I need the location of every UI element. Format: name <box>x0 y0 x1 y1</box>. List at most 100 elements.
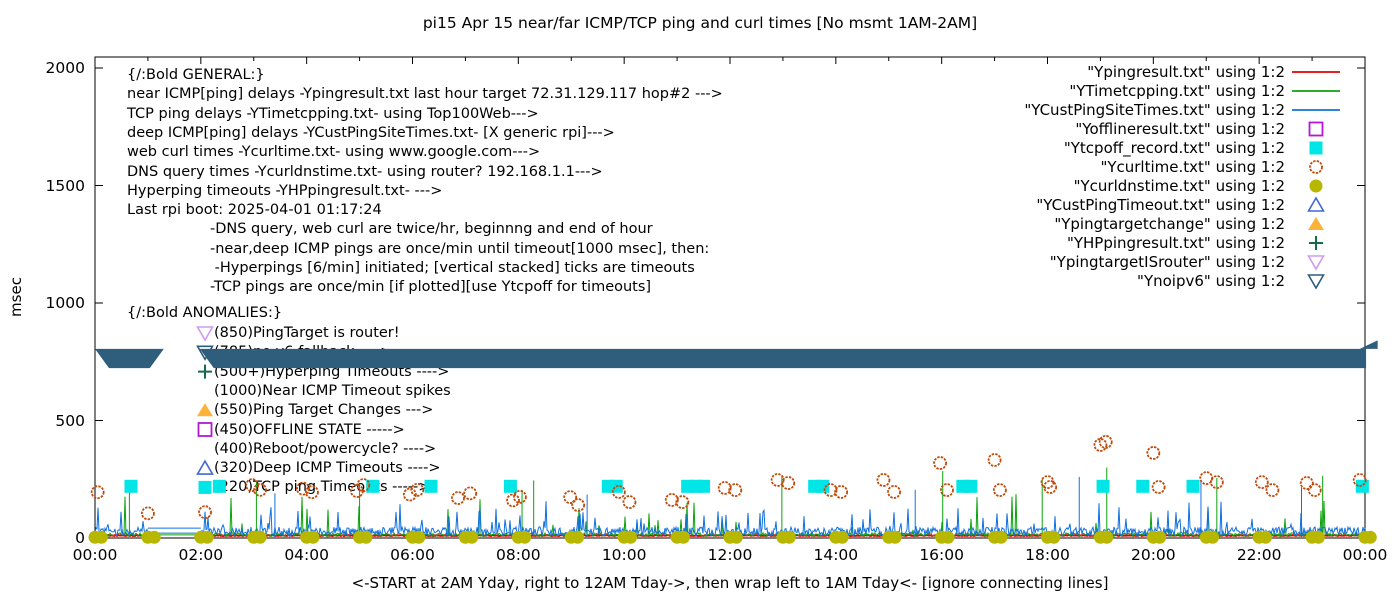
point-Ycurldnstime.txt <box>141 530 155 544</box>
point-Ytcpoff_record.txt <box>816 479 830 493</box>
point-Ycurltime.txt <box>887 485 901 499</box>
point-Ytcpoff_record.txt <box>503 479 517 493</box>
x-tick-label: 20:00 <box>1130 546 1176 564</box>
point-Ycurldnstime.txt <box>564 530 578 544</box>
point-Ytcpoff_record.txt <box>1096 479 1110 493</box>
point-Ycurltime.txt <box>563 490 578 505</box>
anomaly-line: (550)Ping Target Changes ---> <box>214 402 434 419</box>
point-Ytcpoff_record.txt <box>956 479 970 493</box>
point-Ycurltime.txt <box>1098 434 1113 449</box>
anomaly-line-obscured: (785)no v6 fallback ----> <box>214 344 393 361</box>
legend-open-circle-sample <box>1309 160 1323 174</box>
point-Ycurltime.txt <box>781 476 796 490</box>
point-Ycurldnstime.txt <box>571 530 585 544</box>
legend-filled-triangle-up-sample <box>1308 217 1324 230</box>
y-tick-label: 1500 <box>45 176 85 195</box>
point-Ycurltime.txt <box>571 498 586 513</box>
anomaly-line: (500+)Hyperping Timeouts ----> <box>214 363 450 380</box>
anomaly-line: (1000)Near ICMP Timeout spikes <box>214 382 451 399</box>
anomaly-line: (400)Reboot/powercycle? ----> <box>214 440 437 457</box>
legend-label: "Ytcpoff_record.txt" using 1:2 <box>1063 138 1285 157</box>
point-Ycurltime.txt <box>717 481 732 495</box>
legend-label: "YTimetcpping.txt" using 1:2 <box>1069 81 1285 100</box>
point-Ycurldnstime.txt <box>412 530 426 544</box>
point-Ycurldnstime.txt <box>1252 530 1266 544</box>
point-Ytcpoff_record.txt <box>601 479 615 493</box>
point-Ycurldnstime.txt <box>518 530 532 544</box>
point-Ytcpoff_record.txt <box>697 479 711 493</box>
x-tick-label: 02:00 <box>178 546 224 564</box>
general-line: Hyperping timeouts -YHPpingresult.txt- -… <box>127 182 443 199</box>
point-Ycurldnstime.txt <box>1100 530 1114 544</box>
anomaly-open-triangle-down-icon <box>196 326 214 342</box>
point-Ycurldnstime.txt <box>1199 530 1213 544</box>
point-Ycurltime.txt <box>463 486 478 501</box>
x-tick-label: 04:00 <box>284 546 329 564</box>
general-line: deep ICMP[ping] delays -YCustPingSiteTim… <box>127 124 615 141</box>
legend-label: "Ycurltime.txt" using 1:2 <box>1100 157 1285 176</box>
point-Ycurldnstime.txt <box>353 530 367 544</box>
point-Ycurldnstime.txt <box>988 530 1002 544</box>
point-Ycurltime.txt <box>451 491 465 505</box>
anomaly-filled-triangle-up-icon <box>197 403 213 417</box>
point-Ycurldnstime.txt <box>935 530 949 544</box>
x-tick-label: 16:00 <box>919 546 964 564</box>
x-tick-label: 10:00 <box>601 546 647 564</box>
point-Ycurldnstime.txt <box>406 530 419 544</box>
point-Ycurldnstime.txt <box>247 530 261 544</box>
x-tick-label: 08:00 <box>495 546 541 564</box>
legend-open-square-sample <box>1308 121 1324 137</box>
chart-title: pi15 Apr 15 near/far ICMP/TCP ping and c… <box>422 14 978 32</box>
point-Ycurldnstime.txt <box>617 530 631 544</box>
general-line: -Hyperpings [6/min] initiated; [vertical… <box>210 260 695 276</box>
point-Ycurldnstime.txt <box>676 530 690 544</box>
point-Ycurltime.txt <box>823 483 838 497</box>
point-Ycurldnstime.txt <box>994 530 1008 544</box>
x-tick-label: 14:00 <box>813 546 859 564</box>
y-axis-label: msec <box>7 277 25 317</box>
point-Ycurldnstime.txt <box>194 530 208 544</box>
x-tick-label: 00:00 <box>1342 546 1388 564</box>
point-Ycurldnstime.txt <box>670 530 684 544</box>
point-Ycurltime.txt <box>1040 475 1055 489</box>
anomaly-open-triangle-up-icon <box>196 459 214 475</box>
general-line: DNS query times -Ycurldnstime.txt- using… <box>127 163 603 180</box>
general-line: near ICMP[ping] delays -Ypingresult.txt … <box>127 86 723 103</box>
trace-YTimetcpping.txt <box>94 494 1366 539</box>
general-line: Last rpi boot: 2025-04-01 01:17:24 <box>127 202 382 219</box>
point-Ycurltime.txt <box>622 495 637 509</box>
x-tick-label: 18:00 <box>1025 546 1070 564</box>
point-Ycurldnstime.txt <box>1311 530 1325 544</box>
x-tick-label: 22:00 <box>1236 546 1282 564</box>
point-Ycurldnstime.txt <box>200 530 214 544</box>
general-line: -TCP pings are once/min [if plotted][use… <box>210 279 652 296</box>
point-Ycurltime.txt <box>1093 438 1108 452</box>
legend-open-triangle-up-sample <box>1307 196 1325 212</box>
noipv6-band-end-nub <box>1359 340 1378 349</box>
point-Ycurldnstime.txt <box>882 530 896 544</box>
x-tick-label: 00:00 <box>72 546 118 564</box>
noipv6-band-segment <box>95 348 164 369</box>
point-Ycurldnstime.txt <box>88 530 102 544</box>
legend-filled-circle-sample <box>1309 179 1323 193</box>
trace-Ypingresult.txt <box>201 533 1365 538</box>
point-Ytcpoff_record.txt <box>124 479 138 493</box>
x-tick-label: 06:00 <box>390 546 435 564</box>
point-Ycurldnstime.txt <box>465 530 479 544</box>
point-Ycurldnstime.txt <box>1041 530 1054 544</box>
point-Ycurltime.txt <box>1199 471 1214 485</box>
point-Ycurldnstime.txt <box>1358 530 1372 544</box>
point-Ytcpoff_record.txt <box>1136 479 1150 493</box>
anomaly-plus-icon <box>198 364 212 379</box>
anomaly-line: (850)PingTarget is router! <box>214 325 400 341</box>
point-Ycurldnstime.txt <box>253 530 267 544</box>
anomaly-open-triangle-down-icon <box>196 345 214 361</box>
point-Ytcpoff_record.txt <box>609 479 623 493</box>
legend-open-triangle-down-sample <box>1307 274 1325 290</box>
point-Ycurltime.txt <box>1254 475 1269 489</box>
trace-YCustPingSiteTimes.txt <box>94 501 1366 538</box>
point-Ycurltime.txt <box>1151 480 1166 494</box>
general-line: -DNS query, web curl are twice/hr, begin… <box>210 221 653 238</box>
y-tick-label: 2000 <box>45 59 85 77</box>
point-Ycurltime.txt <box>611 485 626 499</box>
